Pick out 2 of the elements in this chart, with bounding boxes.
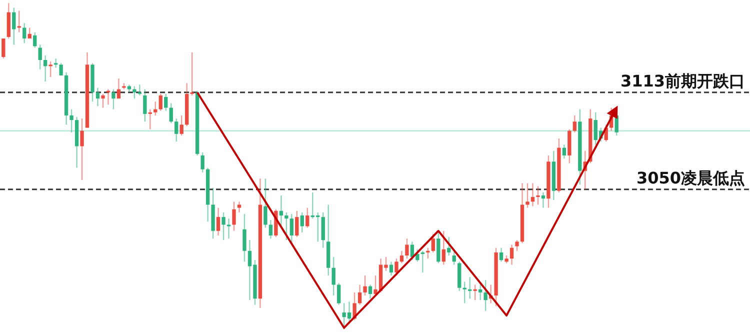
ref-line-label: 3050凌晨低点 — [636, 168, 745, 188]
ref-line-label: 3113前期开跌口 — [620, 71, 745, 90]
